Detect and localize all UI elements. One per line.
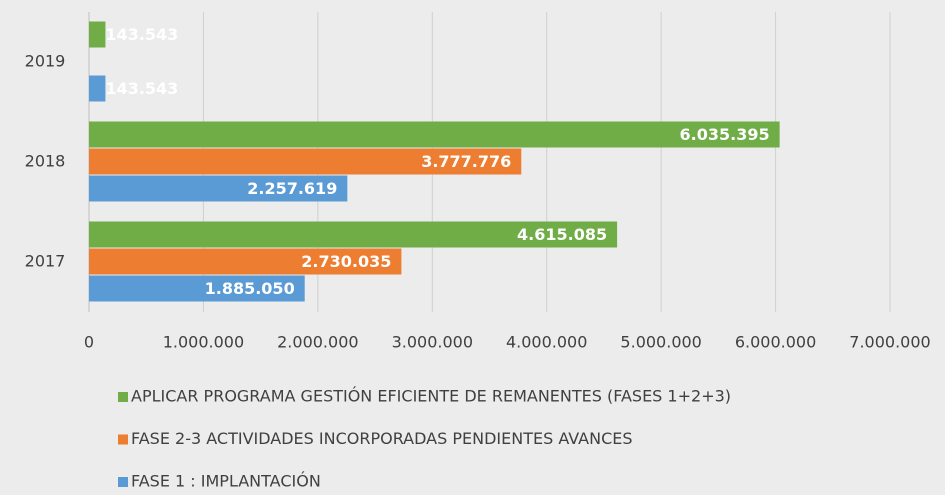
legend-label: FASE 1 : IMPLANTACIÓN bbox=[131, 472, 321, 491]
x-tick-label: 0 bbox=[84, 333, 94, 352]
x-tick-label: 5.000.000 bbox=[620, 333, 701, 352]
bar bbox=[89, 121, 780, 148]
x-tick-label: 4.000.000 bbox=[506, 333, 587, 352]
value-label: 143.543 bbox=[105, 79, 178, 98]
value-label: 4.615.085 bbox=[517, 225, 607, 244]
x-tick-label: 1.000.000 bbox=[163, 333, 244, 352]
bar bbox=[89, 175, 348, 202]
value-label: 3.777.776 bbox=[421, 152, 511, 171]
bar bbox=[89, 21, 106, 48]
x-tick-label: 7.000.000 bbox=[849, 333, 930, 352]
value-label: 1.885.050 bbox=[205, 279, 295, 298]
legend-swatch bbox=[118, 392, 128, 402]
y-tick-label: 2019 bbox=[25, 52, 66, 71]
legend-swatch bbox=[118, 477, 128, 487]
legend-label: FASE 2-3 ACTIVIDADES INCORPORADAS PENDIE… bbox=[131, 429, 633, 448]
bar bbox=[89, 275, 305, 302]
x-tick-label: 6.000.000 bbox=[735, 333, 816, 352]
bar bbox=[89, 221, 618, 248]
value-label: 6.035.395 bbox=[680, 125, 770, 144]
y-tick-label: 2018 bbox=[25, 152, 66, 171]
bar bbox=[89, 148, 522, 175]
y-tick-label: 2017 bbox=[25, 252, 66, 271]
value-label: 143.543 bbox=[105, 25, 178, 44]
legend-swatch bbox=[118, 434, 128, 445]
bar bbox=[89, 75, 106, 102]
legend-label: APLICAR PROGRAMA GESTIÓN EFICIENTE DE RE… bbox=[131, 387, 731, 406]
value-label: 2.257.619 bbox=[247, 179, 337, 198]
x-tick-label: 2.000.000 bbox=[277, 333, 358, 352]
value-label: 2.730.035 bbox=[301, 252, 391, 271]
x-tick-label: 3.000.000 bbox=[392, 333, 473, 352]
bar bbox=[89, 248, 402, 275]
